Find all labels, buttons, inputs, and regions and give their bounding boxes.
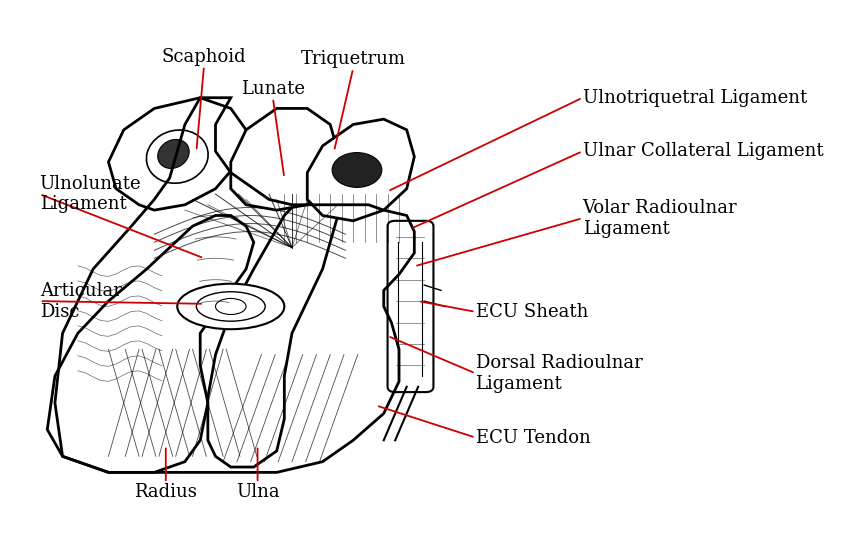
Text: Ulnar Collateral Ligament: Ulnar Collateral Ligament bbox=[582, 142, 823, 160]
Text: Volar Radioulnar
Ligament: Volar Radioulnar Ligament bbox=[582, 199, 737, 238]
PathPatch shape bbox=[48, 216, 254, 472]
Text: Ulnolunate
Ligament: Ulnolunate Ligament bbox=[40, 175, 141, 214]
Text: Ulnotriquetral Ligament: Ulnotriquetral Ligament bbox=[582, 89, 807, 107]
Text: Dorsal Radioulnar
Ligament: Dorsal Radioulnar Ligament bbox=[475, 354, 643, 393]
Ellipse shape bbox=[178, 284, 285, 329]
Text: Ulna: Ulna bbox=[235, 483, 280, 501]
Text: Radius: Radius bbox=[134, 483, 197, 501]
Text: Articular
Disc: Articular Disc bbox=[40, 282, 122, 321]
Text: Triquetrum: Triquetrum bbox=[301, 50, 405, 68]
FancyBboxPatch shape bbox=[388, 221, 434, 392]
PathPatch shape bbox=[109, 98, 246, 210]
Text: ECU Sheath: ECU Sheath bbox=[475, 303, 588, 321]
Text: Lunate: Lunate bbox=[241, 80, 305, 98]
PathPatch shape bbox=[208, 194, 337, 467]
PathPatch shape bbox=[307, 119, 414, 221]
Ellipse shape bbox=[158, 139, 190, 168]
Ellipse shape bbox=[332, 153, 382, 187]
Text: Scaphoid: Scaphoid bbox=[162, 48, 246, 66]
PathPatch shape bbox=[231, 109, 337, 210]
Text: ECU Tendon: ECU Tendon bbox=[475, 429, 590, 447]
